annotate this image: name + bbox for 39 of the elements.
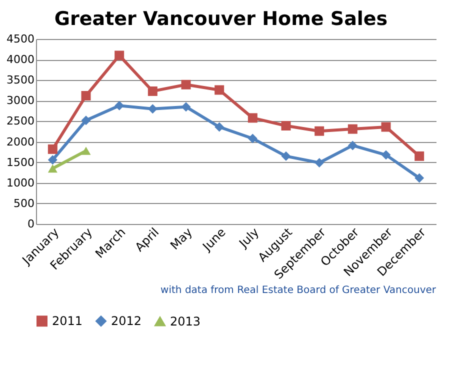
legend-label: 2013 xyxy=(170,314,201,328)
point xyxy=(48,144,58,154)
point xyxy=(248,113,258,123)
y-tick-label: 0 xyxy=(28,218,34,230)
y-tick-label: 2500 xyxy=(6,114,34,128)
y-tick-label: 1500 xyxy=(6,156,34,169)
point xyxy=(314,126,324,136)
point xyxy=(248,134,258,144)
legend-label: 2012 xyxy=(111,314,142,328)
point xyxy=(281,121,291,130)
point xyxy=(181,80,191,90)
point xyxy=(148,104,158,114)
point xyxy=(81,90,91,100)
y-tick-label: 3500 xyxy=(6,74,34,87)
y-tick-label: 3000 xyxy=(6,94,34,108)
y-tick-label: 2000 xyxy=(6,135,34,148)
point xyxy=(114,100,124,110)
y-tick-label: 4000 xyxy=(6,53,34,66)
legend-label: 2011 xyxy=(52,314,83,328)
point xyxy=(414,173,424,183)
point xyxy=(181,102,191,112)
text: with data from Real Estate Board of Greater Vancouver xyxy=(160,285,437,296)
point xyxy=(348,124,358,134)
point xyxy=(114,50,124,60)
y-tick-label: 1000 xyxy=(6,176,34,190)
point xyxy=(414,151,424,161)
chart-title: Greater Vancouver Home Sales xyxy=(54,8,388,30)
point xyxy=(214,122,224,132)
point xyxy=(214,85,224,95)
point xyxy=(148,86,158,96)
point xyxy=(381,150,391,160)
point xyxy=(81,116,91,126)
point xyxy=(381,122,391,132)
point xyxy=(348,140,358,150)
y-tick-label: 500 xyxy=(14,196,34,210)
point xyxy=(281,151,291,161)
point xyxy=(48,155,58,165)
point xyxy=(314,158,324,168)
y-tick-label: 4500 xyxy=(6,32,34,46)
